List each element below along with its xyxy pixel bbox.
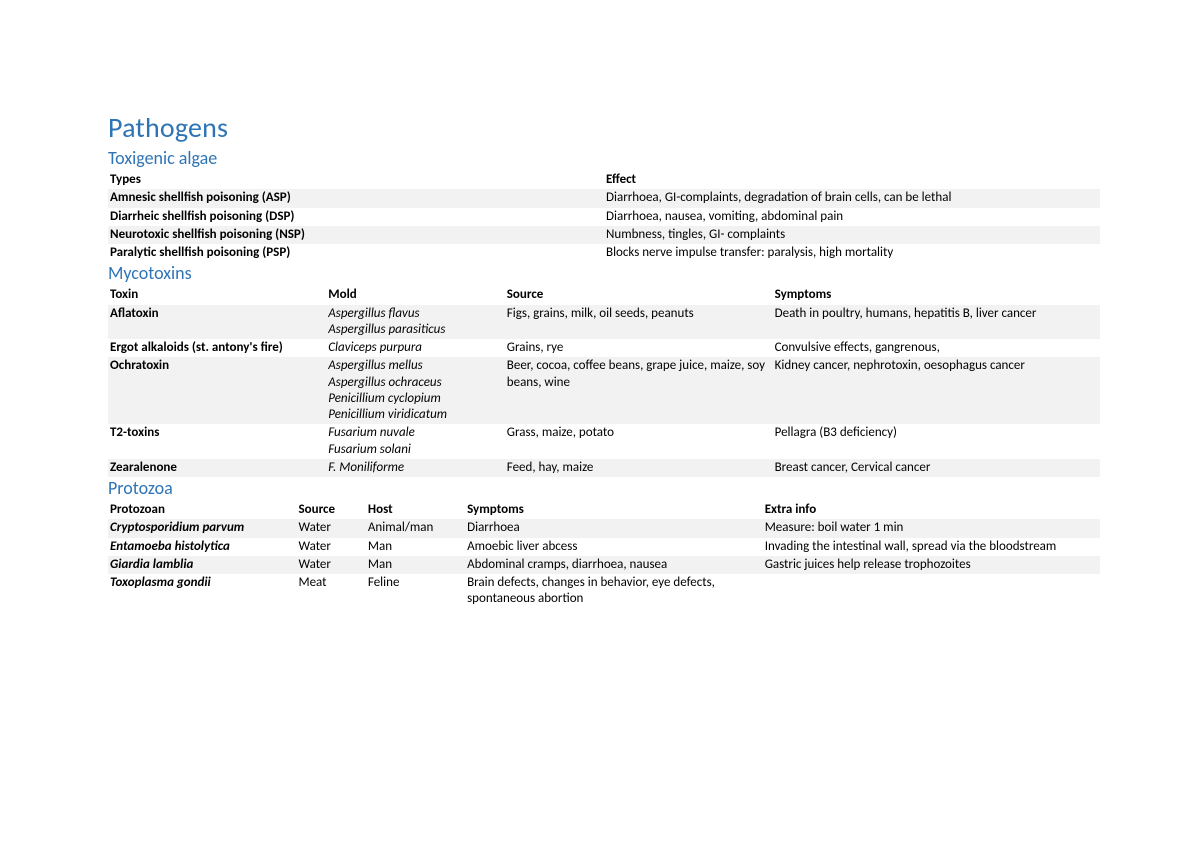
algae-type: Diarrheic shellfish poisoning (DSP) [108, 208, 604, 226]
table-row: Amnesic shellfish poisoning (ASP) Diarrh… [108, 189, 1100, 207]
proto-source: Water [296, 556, 365, 574]
myco-toxin: T2-toxins [108, 424, 326, 459]
proto-name: Toxoplasma gondii [108, 574, 296, 609]
col-header: Symptoms [465, 501, 763, 519]
table-row: Zearalenone F. Moniliforme Feed, hay, ma… [108, 459, 1100, 477]
table-row: Cryptosporidium parvum Water Animal/man … [108, 519, 1100, 537]
myco-source: Beer, cocoa, coffee beans, grape juice, … [505, 357, 773, 424]
protozoa-header-row: Protozoan Source Host Symptoms Extra inf… [108, 501, 1100, 519]
section-heading-algae: Toxigenic algae [108, 147, 1100, 169]
proto-host: Man [366, 538, 465, 556]
proto-extra [763, 574, 1100, 609]
proto-source: Water [296, 538, 365, 556]
section-heading-mycotoxins: Mycotoxins [108, 262, 1100, 284]
proto-extra: Invading the intestinal wall, spread via… [763, 538, 1100, 556]
col-header: Toxin [108, 286, 326, 304]
col-header: Mold [326, 286, 505, 304]
algae-effect: Diarrhoea, nausea, vomiting, abdominal p… [604, 208, 1100, 226]
col-header: Source [296, 501, 365, 519]
algae-type: Neurotoxic shellfish poisoning (NSP) [108, 226, 604, 244]
proto-symptoms: Brain defects, changes in behavior, eye … [465, 574, 763, 609]
myco-symptoms: Death in poultry, humans, hepatitis B, l… [773, 305, 1100, 340]
myco-toxin: Ochratoxin [108, 357, 326, 424]
myco-symptoms: Pellagra (B3 deficiency) [773, 424, 1100, 459]
proto-symptoms: Amoebic liver abcess [465, 538, 763, 556]
table-row: Ochratoxin Aspergillus mellusAspergillus… [108, 357, 1100, 424]
proto-name: Entamoeba histolytica [108, 538, 296, 556]
proto-source: Water [296, 519, 365, 537]
table-row: Aflatoxin Aspergillus flavusAspergillus … [108, 305, 1100, 340]
table-row: Giardia lamblia Water Man Abdominal cram… [108, 556, 1100, 574]
proto-extra: Gastric juices help release trophozoites [763, 556, 1100, 574]
document-page: Pathogens Toxigenic algae Types Effect A… [0, 0, 1200, 649]
myco-toxin: Aflatoxin [108, 305, 326, 340]
myco-source: Grains, rye [505, 339, 773, 357]
proto-symptoms: Diarrhoea [465, 519, 763, 537]
algae-type: Paralytic shellfish poisoning (PSP) [108, 244, 604, 262]
proto-name: Cryptosporidium parvum [108, 519, 296, 537]
myco-symptoms: Breast cancer, Cervical cancer [773, 459, 1100, 477]
algae-type: Amnesic shellfish poisoning (ASP) [108, 189, 604, 207]
myco-symptoms: Convulsive effects, gangrenous, [773, 339, 1100, 357]
col-header: Host [366, 501, 465, 519]
proto-extra: Measure: boil water 1 min [763, 519, 1100, 537]
page-title: Pathogens [108, 110, 1100, 145]
table-row: Ergot alkaloids (st. antony's fire) Clav… [108, 339, 1100, 357]
myco-mold: Aspergillus mellusAspergillus ochraceusP… [326, 357, 505, 424]
col-header: Extra info [763, 501, 1100, 519]
algae-effect: Blocks nerve impulse transfer: paralysis… [604, 244, 1100, 262]
col-header: Protozoan [108, 501, 296, 519]
table-row: T2-toxins Fusarium nuvaleFusarium solani… [108, 424, 1100, 459]
protozoa-table: Protozoan Source Host Symptoms Extra inf… [108, 501, 1100, 609]
proto-host: Man [366, 556, 465, 574]
algae-header-row: Types Effect [108, 171, 1100, 189]
myco-toxin: Ergot alkaloids (st. antony's fire) [108, 339, 326, 357]
proto-host: Animal/man [366, 519, 465, 537]
proto-name: Giardia lamblia [108, 556, 296, 574]
col-header: Types [108, 171, 604, 189]
algae-table: Types Effect Amnesic shellfish poisoning… [108, 171, 1100, 262]
algae-effect: Diarrhoea, GI-complaints, degradation of… [604, 189, 1100, 207]
col-header: Effect [604, 171, 1100, 189]
myco-mold: Fusarium nuvaleFusarium solani [326, 424, 505, 459]
proto-source: Meat [296, 574, 365, 609]
table-row: Toxoplasma gondii Meat Feline Brain defe… [108, 574, 1100, 609]
mycotoxins-header-row: Toxin Mold Source Symptoms [108, 286, 1100, 304]
myco-source: Feed, hay, maize [505, 459, 773, 477]
algae-effect: Numbness, tingles, GI- complaints [604, 226, 1100, 244]
myco-toxin: Zearalenone [108, 459, 326, 477]
myco-symptoms: Kidney cancer, nephrotoxin, oesophagus c… [773, 357, 1100, 424]
table-row: Diarrheic shellfish poisoning (DSP) Diar… [108, 208, 1100, 226]
myco-mold: F. Moniliforme [326, 459, 505, 477]
mycotoxins-table: Toxin Mold Source Symptoms Aflatoxin Asp… [108, 286, 1100, 477]
proto-symptoms: Abdominal cramps, diarrhoea, nausea [465, 556, 763, 574]
myco-mold: Claviceps purpura [326, 339, 505, 357]
table-row: Paralytic shellfish poisoning (PSP) Bloc… [108, 244, 1100, 262]
section-heading-protozoa: Protozoa [108, 477, 1100, 499]
col-header: Source [505, 286, 773, 304]
table-row: Entamoeba histolytica Water Man Amoebic … [108, 538, 1100, 556]
proto-host: Feline [366, 574, 465, 609]
myco-source: Grass, maize, potato [505, 424, 773, 459]
table-row: Neurotoxic shellfish poisoning (NSP) Num… [108, 226, 1100, 244]
myco-mold: Aspergillus flavusAspergillus parasiticu… [326, 305, 505, 340]
myco-source: Figs, grains, milk, oil seeds, peanuts [505, 305, 773, 340]
col-header: Symptoms [773, 286, 1100, 304]
